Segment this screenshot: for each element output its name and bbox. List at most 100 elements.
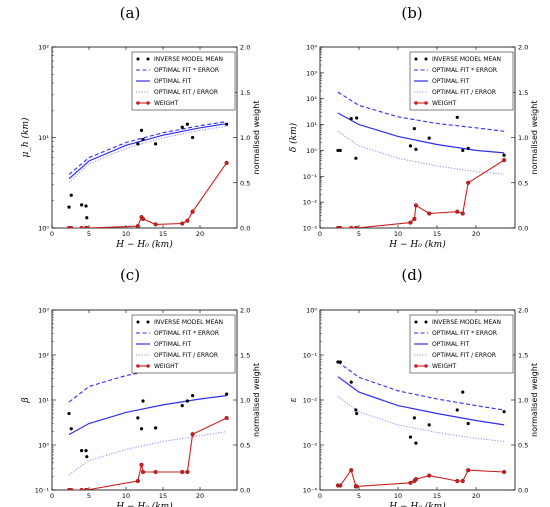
x-tick-label: 20 [472,230,480,238]
data-point [336,360,340,364]
y-tick-label: 10⁻¹ [303,352,318,360]
legend-marker-weight [414,364,418,368]
legend-marker-weight [146,101,150,105]
x-tick-label: 0 [318,230,322,238]
y-tick-label: 10⁻³ [303,225,318,233]
series-line-weight [337,159,505,228]
y-tick-label: 10⁻⁴ [303,487,318,495]
panel-label: (d) [401,266,422,284]
data-point [84,449,88,453]
legend-marker-weight [424,101,428,105]
data-point [67,205,71,209]
weight-point [338,483,343,488]
data-point [349,117,353,121]
legend-label: OPTIMAL FIT [154,78,192,85]
y-tick-label: 10² [38,44,49,52]
weight-point [501,158,507,163]
y2-tick-label: 1.0 [240,134,250,142]
data-point [461,148,465,153]
y2-tick-label: 2.0 [240,307,250,315]
x-axis-label: H − H₀ (km) [115,239,173,250]
weight-point [466,180,471,185]
x-tick-label: 15 [433,230,441,238]
weight-point [455,478,460,484]
data-point [85,455,89,459]
data-point [85,216,89,220]
data-point [355,116,359,120]
data-point [461,390,465,394]
series-line-fit [68,395,227,436]
y2-tick-label: 0.5 [518,442,528,450]
weight-point [84,225,89,228]
weight-point [349,468,354,473]
y2-tick-label: 2.0 [240,44,250,52]
data-point [408,435,413,439]
data-point [412,126,416,131]
y-tick-label: 10² [306,95,317,103]
y2-tick-label: 0.5 [518,179,528,187]
weight-point [427,473,432,478]
data-point [427,423,431,427]
weight-point [408,480,413,485]
legend-marker-points [136,320,140,324]
data-point [225,122,229,126]
weight-point [412,216,417,222]
legend-label: OPTIMAL FIT [432,78,470,85]
x-tick-label: 5 [87,492,91,500]
legend: INVERSE MODEL MEAN OPTIMAL FIT * ERROR OPT… [131,51,236,111]
y2-axis-label: normalised weight [530,363,539,437]
weight-point [349,225,354,228]
legend-label: INVERSE MODEL MEAN [154,56,223,63]
y-tick-label: 10⁰ [306,147,317,155]
x-tick-label: 10 [394,230,402,238]
y2-axis-label: normalised weight [252,101,261,175]
data-point [455,408,459,412]
data-point [349,380,353,384]
series-line-fit-div-error [337,395,505,442]
legend: INVERSE MODEL MEAN OPTIMAL FIT * ERROR OPT… [131,314,236,374]
data-point [80,449,84,453]
x-tick-label: 10 [122,230,130,238]
y-tick-label: 10⁻³ [303,442,318,450]
data-point [141,399,145,403]
weight-point [79,487,84,490]
weight-point [408,220,413,225]
x-tick-label: 10 [394,492,402,500]
y2-tick-label: 0.5 [240,442,250,450]
weight-point [413,203,419,208]
data-point [139,427,144,431]
y2-tick-label: 1.0 [240,397,250,405]
legend-marker-points [146,320,150,324]
y-tick-label: 10⁴ [306,44,317,52]
legend-label: OPTIMAL FIT / ERROR [154,352,218,359]
weight-point [460,211,465,216]
y2-tick-label: 1.0 [518,134,528,142]
x-tick-label: 0 [50,492,54,500]
weight-point [140,216,146,222]
y2-tick-label: 1.0 [518,397,528,405]
series-line-fit-mul-error [337,91,505,132]
y-tick-label: 10¹ [38,134,49,142]
y2-tick-label: 1.5 [240,89,250,97]
x-tick-label: 15 [159,492,167,500]
legend-label: OPTIMAL FIT / ERROR [154,89,218,96]
y-tick-label: 10³ [38,307,49,315]
y-axis-label: μ_h (km) [20,117,31,158]
weight-point [135,224,140,228]
weight-point [69,487,74,490]
weight-point [185,469,190,475]
weight-point [501,469,507,475]
weight-point [190,432,195,437]
plot-area [335,360,507,489]
series-line-fit [337,112,505,154]
x-tick-label: 20 [472,492,480,500]
y2-tick-label: 2.0 [518,307,528,315]
x-tick-label: 0 [50,230,54,238]
weight-point [139,462,144,467]
y-tick-label: 10⁻¹ [303,173,318,181]
y-tick-label: 10⁻² [303,397,318,405]
data-point [466,421,470,426]
weight-point [427,211,432,216]
data-point [338,148,342,153]
legend-marker-points [424,320,428,324]
